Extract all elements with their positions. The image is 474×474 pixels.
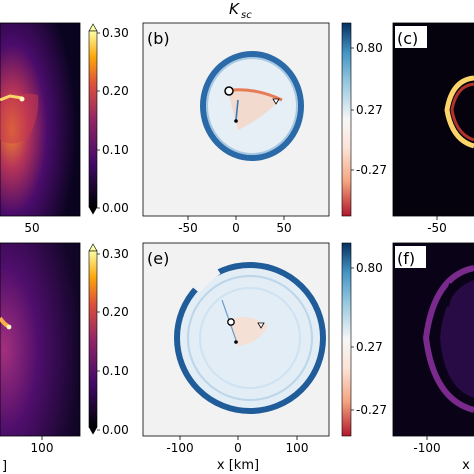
colorbar-extend-max [88, 243, 98, 252]
panel-b-station-marker [272, 98, 280, 105]
colorbar-tick: 0.20 [102, 305, 129, 319]
colorbar-inferno-bottom [88, 243, 100, 435]
panel-d-xlabel-fragment: ] [2, 459, 7, 474]
panel-e-xtick: 100 [286, 441, 309, 455]
panel-e-xlabel: x [km] [217, 458, 259, 473]
colorbar-tick: 0.10 [102, 364, 129, 378]
panel-a-station-marker [19, 96, 25, 102]
colorbar-tick: 0.27 [356, 340, 383, 354]
panel-b-source-circle [224, 86, 234, 96]
colorbar-rdbu-bottom-bar [341, 242, 352, 437]
panel-e-xtick: 0 [234, 441, 242, 455]
colorbar-tick: 0.80 [356, 41, 383, 55]
colorbar-tick: -0.27 [356, 163, 387, 177]
colorbar-tick: 0.20 [102, 84, 129, 98]
panel-c [392, 22, 474, 217]
figure-title-subscript: sc [241, 10, 252, 21]
colorbar-inferno-top [88, 23, 100, 215]
panel-c-xtick: -50 [427, 221, 447, 235]
colorbar-rdbu-top [341, 22, 354, 217]
panel-a-hot-region [0, 93, 39, 144]
colorbar-extend-max [88, 23, 98, 32]
panel-d-heatmap [0, 242, 81, 437]
panel-d [0, 242, 81, 437]
panel-f-ring [422, 265, 474, 413]
colorbar-tick: 0.27 [356, 103, 383, 117]
colorbar-tick: 0.00 [102, 201, 129, 215]
colorbar-tick: 0.30 [102, 26, 129, 40]
panel-b-ridge [231, 88, 283, 102]
colorbar-tick: 0.30 [102, 247, 129, 261]
panel-f-ring-gap [443, 283, 455, 307]
panel-e-red-region [228, 317, 268, 346]
panel-d-xtick: 100 [31, 441, 54, 455]
colorbar-rdbu-top-bar [341, 22, 352, 217]
panel-c-ring [444, 75, 474, 149]
panel-a-ridge [0, 94, 23, 102]
panel-b-point-marker [234, 119, 238, 123]
colorbar-inferno-top-bar [88, 30, 98, 208]
panel-b-xtick: 0 [232, 221, 240, 235]
panel-a-xtick: 50 [24, 221, 39, 235]
panel-e-source-circle [227, 318, 235, 326]
colorbar-extend-min [88, 206, 98, 215]
panel-f-xlabel-fragment: x [462, 458, 470, 473]
panel-d-station-marker [6, 324, 12, 330]
panel-e-station-marker [257, 322, 265, 329]
panel-c-label: (c) [397, 29, 418, 48]
panel-f [392, 242, 474, 437]
panel-e-label: (e) [147, 249, 169, 268]
colorbar-rdbu-bottom [341, 242, 354, 437]
colorbar-extend-min [88, 426, 98, 435]
colorbar-tick: 0.10 [102, 143, 129, 157]
panel-f-label: (f) [397, 249, 415, 268]
panel-e-point-marker [234, 340, 238, 344]
colorbar-tick: 0.00 [102, 423, 129, 437]
panel-c-heatmap [392, 22, 474, 217]
colorbar-inferno-bottom-bar [88, 250, 98, 428]
panel-e-ring-gap [192, 266, 221, 293]
panel-b-xtick: 50 [276, 221, 291, 235]
panel-e [142, 242, 330, 437]
panel-e-xtick: -100 [166, 441, 193, 455]
panel-b-label: (b) [147, 29, 170, 48]
colorbar-tick: -0.27 [356, 403, 387, 417]
panel-f-xtick: -100 [413, 441, 440, 455]
figure-title: K [229, 0, 240, 18]
panel-b-xtick: -50 [178, 221, 198, 235]
panel-b [142, 22, 330, 217]
colorbar-tick: 0.80 [356, 261, 383, 275]
panel-a [0, 22, 81, 217]
panel-b-red-region [228, 89, 280, 130]
